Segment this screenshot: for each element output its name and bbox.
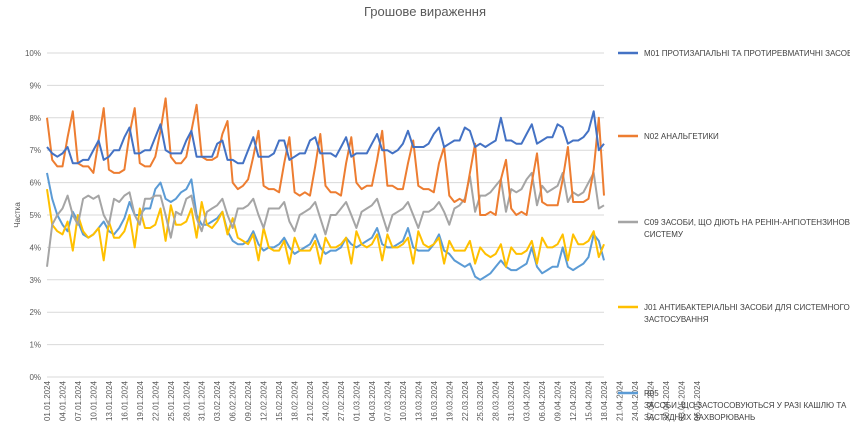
series-line-j01 <box>46 188 605 268</box>
legend-label: R05 <box>644 389 659 398</box>
x-tick-label: 04.01.2024 <box>58 380 67 421</box>
legend-label: ЗАСОБИ, ЩО ЗАСТОСОВУЮТЬСЯ У РАЗІ КАШЛЮ Т… <box>644 401 847 410</box>
legend-label: ЗАСТОСУВАННЯ <box>644 315 709 324</box>
x-tick-label: 22.01.2024 <box>151 380 160 421</box>
x-tick-label: 27.02.2024 <box>337 380 346 421</box>
series-line-n02 <box>46 97 605 216</box>
x-tick-label: 18.04.2024 <box>600 380 609 421</box>
x-tick-label: 03.05.2024 <box>677 380 686 421</box>
chart-title: Грошове вираження <box>364 4 486 19</box>
y-tick-label: 6% <box>29 179 41 188</box>
x-tick-label: 10.01.2024 <box>89 380 98 421</box>
x-tick-label: 19.03.2024 <box>445 380 454 421</box>
x-tick-label: 06.04.2024 <box>538 380 547 421</box>
x-tick-label: 24.04.2024 <box>631 380 640 421</box>
x-tick-label: 13.03.2024 <box>414 380 423 421</box>
x-tick-label: 10.03.2024 <box>399 380 408 421</box>
x-tick-label: 03.04.2024 <box>523 380 532 421</box>
y-tick-label: 8% <box>29 114 41 123</box>
x-tick-label: 28.01.2024 <box>182 380 191 421</box>
x-tick-label: 15.04.2024 <box>585 380 594 421</box>
x-tick-label: 18.02.2024 <box>291 380 300 421</box>
series-lines <box>46 97 605 281</box>
y-tick-label: 2% <box>29 308 41 317</box>
legend-label: J01 АНТИБАКТЕРІАЛЬНІ ЗАСОБИ ДЛЯ СИСТЕМНО… <box>644 303 850 312</box>
x-tick-label: 25.03.2024 <box>476 380 485 421</box>
x-tick-label: 25.01.2024 <box>167 380 176 421</box>
legend-label: N02 АНАЛЬГЕТИКИ <box>644 132 719 141</box>
x-tick-label: 24.02.2024 <box>322 380 331 421</box>
legend-label: СИСТЕМУ <box>644 230 684 239</box>
x-tick-label: 21.04.2024 <box>615 380 624 421</box>
y-tick-label: 10% <box>25 49 41 58</box>
x-tick-label: 21.02.2024 <box>306 380 315 421</box>
x-tick-label: 09.04.2024 <box>554 380 563 421</box>
x-tick-label: 07.01.2024 <box>74 380 83 421</box>
x-tick-label: 01.01.2024 <box>43 380 52 421</box>
y-tick-label: 4% <box>29 243 41 252</box>
x-tick-label: 01.03.2024 <box>352 380 361 421</box>
x-tick-label: 06.02.2024 <box>229 380 238 421</box>
x-tick-label: 15.02.2024 <box>275 380 284 421</box>
legend-label: C09 ЗАСОБИ, ЩО ДІЮТЬ НА РЕНІН-АНГІОТЕНЗИ… <box>644 218 850 227</box>
x-tick-label: 12.04.2024 <box>569 380 578 421</box>
x-tick-label: 19.01.2024 <box>136 380 145 421</box>
x-tick-label: 31.03.2024 <box>507 380 516 421</box>
x-tick-label: 06.05.2024 <box>693 380 702 421</box>
x-tick-label: 30.04.2024 <box>662 380 671 421</box>
x-tick-label: 09.02.2024 <box>244 380 253 421</box>
x-tick-label: 12.02.2024 <box>260 380 269 421</box>
series-line-m01 <box>46 110 605 165</box>
x-tick-label: 03.02.2024 <box>213 380 222 421</box>
x-tick-label: 16.03.2024 <box>430 380 439 421</box>
legend-label: ЗАСТУДНИХ ЗАХВОРЮВАНЬ <box>644 413 755 422</box>
gridlines <box>47 52 604 378</box>
series-line-c09 <box>46 171 605 267</box>
x-tick-label: 04.03.2024 <box>368 380 377 421</box>
y-tick-label: 9% <box>29 81 41 90</box>
x-axis-ticks: 01.01.2024 04.01.2024 07.01.2024 10.01.2024… <box>43 380 702 421</box>
x-tick-label: 16.01.2024 <box>120 380 129 421</box>
x-tick-label: 13.01.2024 <box>105 380 114 421</box>
y-axis-label: Частка <box>13 202 22 228</box>
x-tick-label: 31.01.2024 <box>198 380 207 421</box>
y-tick-label: 3% <box>29 276 41 285</box>
y-tick-label: 5% <box>29 211 41 220</box>
y-tick-label: 7% <box>29 146 41 155</box>
x-tick-label: 07.03.2024 <box>383 380 392 421</box>
x-tick-label: 22.03.2024 <box>461 380 470 421</box>
y-axis-ticks: 0% 1% 2% 3% 4% 5% 6% 7% 8% 9% 10% <box>25 49 41 382</box>
x-tick-label: 27.04.2024 <box>646 380 655 421</box>
legend-label: M01 ПРОТИЗАПАЛЬНІ ТА ПРОТИРЕВМАТИЧНІ ЗАС… <box>644 49 850 58</box>
y-tick-label: 0% <box>29 373 41 382</box>
y-tick-label: 1% <box>29 341 41 350</box>
legend: M01 ПРОТИЗАПАЛЬНІ ТА ПРОТИРЕВМАТИЧНІ ЗАС… <box>618 49 850 422</box>
x-tick-label: 28.03.2024 <box>492 380 501 421</box>
